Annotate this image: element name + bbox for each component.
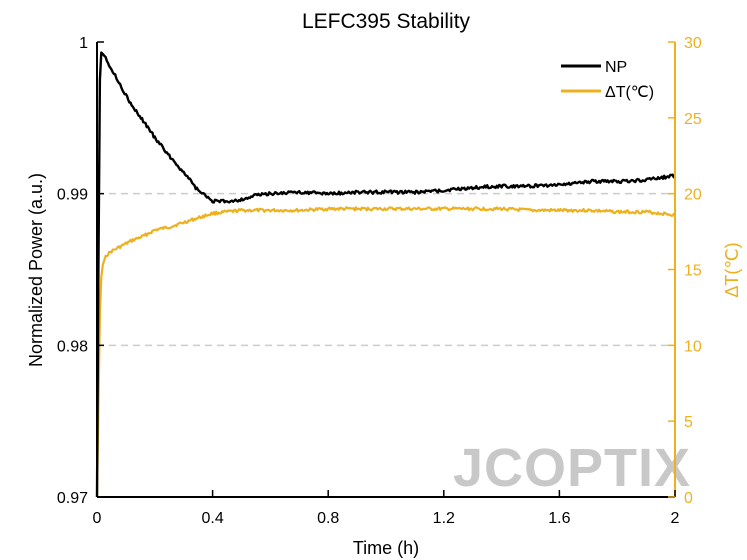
x-tick-label-1: 0.4: [201, 510, 223, 527]
series-line-dt: [95, 206, 675, 498]
y-right-tick-label-4: 20: [684, 187, 702, 204]
y-axis-left-label: Normalized Power (a.u.): [26, 173, 46, 367]
x-tick-label-2: 0.8: [317, 510, 339, 527]
y-left-tick-label-3: 1: [79, 35, 88, 52]
x-tick-label-0: 0: [93, 510, 102, 527]
legend-label-1: ΔT(℃): [605, 84, 654, 101]
x-tick-label-4: 1.6: [548, 510, 570, 527]
y-left-tick-label-1: 0.98: [57, 338, 88, 355]
grid-layer: [97, 192, 675, 347]
x-tick-label-5: 2: [671, 510, 680, 527]
x-axis-label: Time (h): [353, 538, 419, 558]
y-right-tick-label-0: 0: [684, 490, 693, 507]
y-right-tick-label-1: 5: [684, 414, 693, 431]
y-right-tick-label-6: 30: [684, 35, 702, 52]
y-right-tick-label-2: 10: [684, 338, 702, 355]
chart-title: LEFC395 Stability: [302, 10, 471, 33]
x-tick-label-3: 1.2: [433, 510, 455, 527]
legend-label-0: NP: [605, 59, 627, 76]
y-right-tick-label-3: 15: [684, 263, 702, 280]
watermark-layer: JCOPTIX: [453, 438, 691, 498]
labels-layer: LEFC395 Stability Time (h) Normalized Po…: [26, 10, 742, 558]
y-left-tick-label-2: 0.99: [57, 187, 88, 204]
y-left-tick-label-0: 0.97: [57, 490, 88, 507]
y-axis-right-label: ΔT(℃): [722, 242, 742, 297]
series-layer: [95, 51, 676, 498]
axes-layer: [96, 42, 676, 498]
legend: NP ΔT(℃): [561, 59, 654, 101]
series-line-np: [95, 51, 676, 498]
watermark-text: JCOPTIX: [453, 438, 691, 498]
y-right-tick-label-5: 25: [684, 111, 702, 128]
